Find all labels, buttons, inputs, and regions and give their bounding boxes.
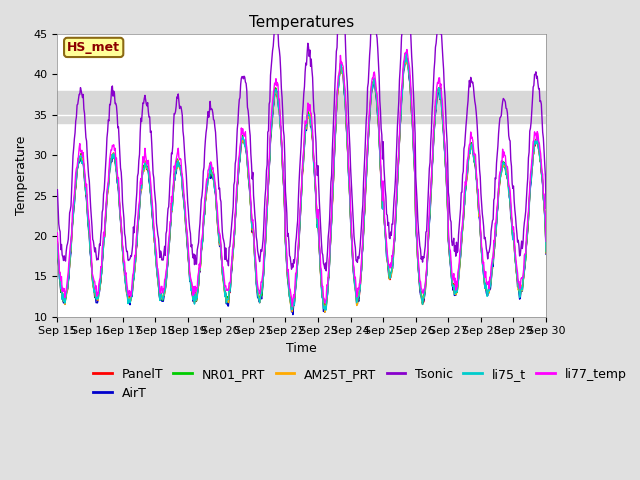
Legend: PanelT, AirT, NR01_PRT, AM25T_PRT, Tsonic, li75_t, li77_temp: PanelT, AirT, NR01_PRT, AM25T_PRT, Tsoni… [88,362,632,405]
Title: Temperatures: Temperatures [249,15,355,30]
Y-axis label: Temperature: Temperature [15,136,28,215]
X-axis label: Time: Time [286,342,317,355]
Bar [58,91,546,123]
Text: HS_met: HS_met [67,41,120,54]
